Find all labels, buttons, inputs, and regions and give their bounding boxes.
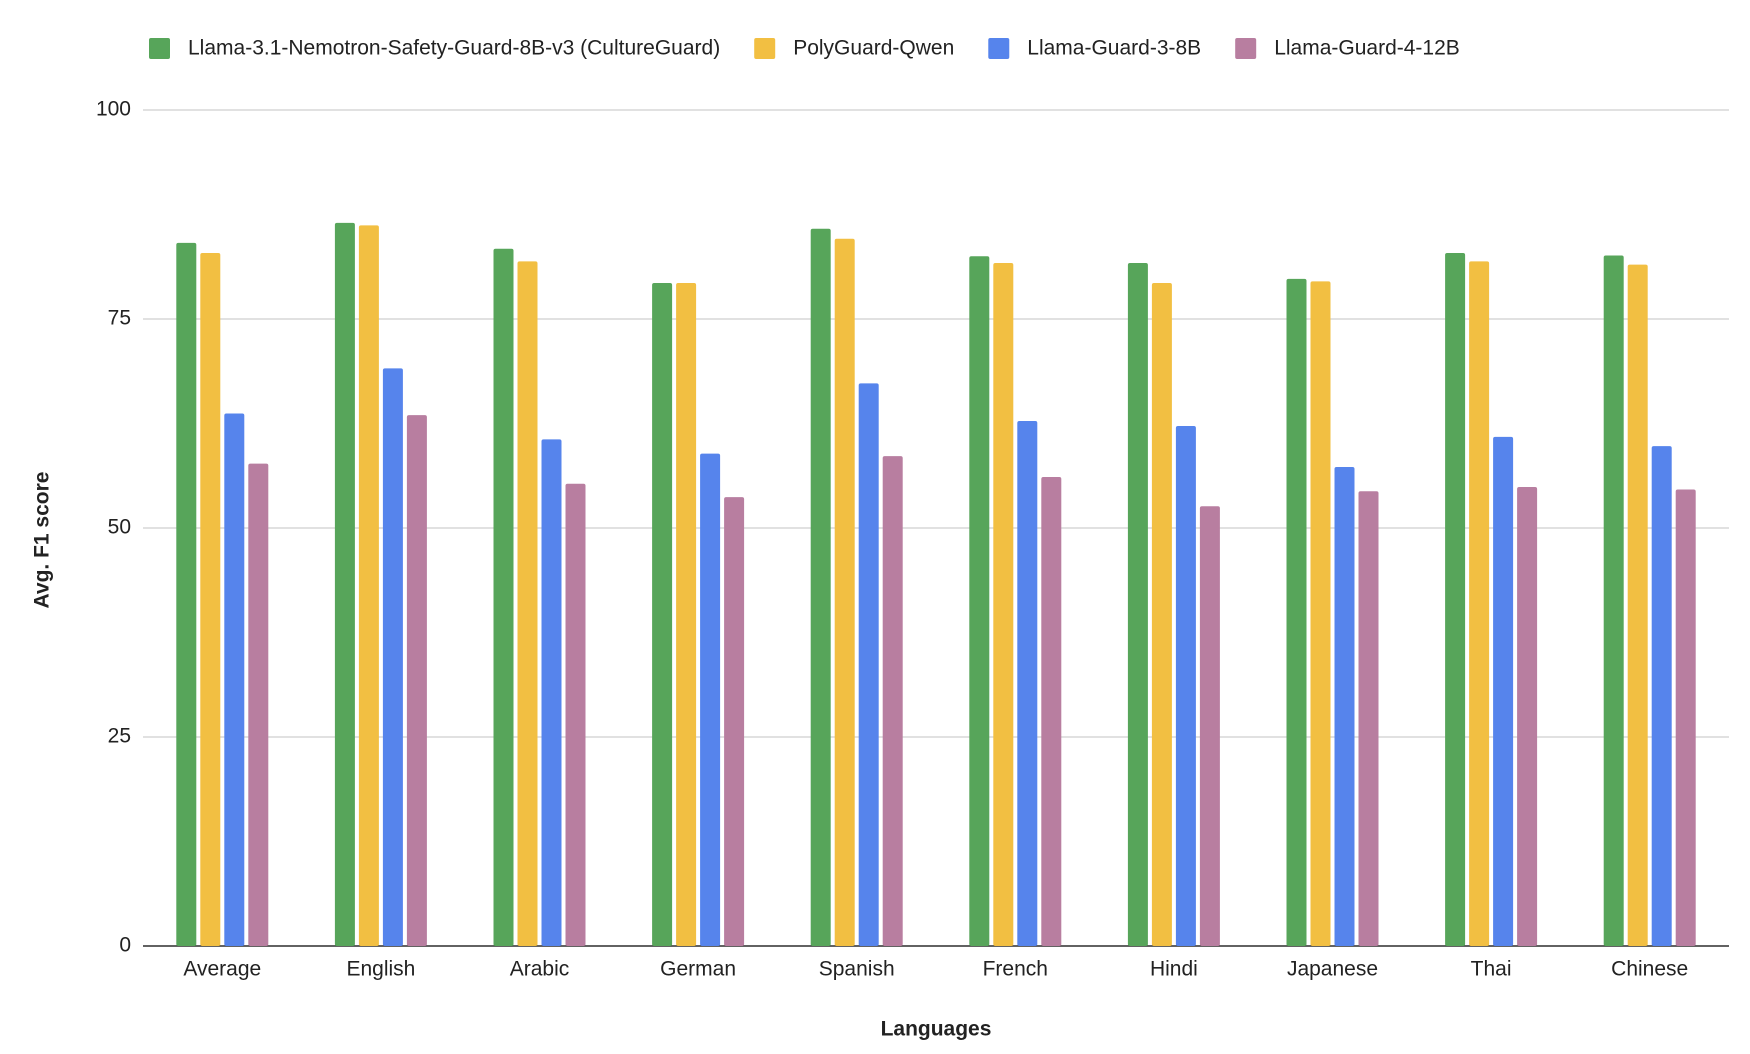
- bar: [1675, 489, 1696, 946]
- bar: [1445, 252, 1466, 946]
- bar: [969, 256, 990, 946]
- legend-swatch: [988, 38, 1010, 59]
- x-tick-label: Thai: [1471, 958, 1512, 981]
- x-tick-label: English: [346, 958, 415, 981]
- bar: [1627, 264, 1648, 946]
- bar: [1651, 446, 1672, 946]
- x-tick-label: Spanish: [819, 958, 895, 981]
- x-tick-label: Chinese: [1611, 958, 1688, 981]
- y-tick-label: 100: [96, 98, 131, 121]
- x-tick-label: Japanese: [1287, 958, 1378, 981]
- bar: [1517, 487, 1538, 946]
- bar: [1358, 491, 1379, 946]
- bar: [858, 383, 879, 946]
- bar: [676, 283, 697, 946]
- bar: [1469, 261, 1490, 946]
- bar: [176, 242, 197, 946]
- bar: [541, 439, 562, 946]
- bar: [724, 497, 745, 946]
- legend-label: Llama-3.1-Nemotron-Safety-Guard-8B-v3 (C…: [188, 37, 720, 60]
- y-tick-label: 50: [108, 516, 131, 539]
- bar: [200, 252, 221, 946]
- bar: [493, 248, 514, 946]
- x-tick-label: French: [983, 958, 1048, 981]
- bar: [1286, 278, 1307, 946]
- bar: [358, 225, 379, 947]
- legend-swatch: [754, 38, 776, 59]
- bar: [565, 483, 586, 946]
- bar: [810, 228, 831, 946]
- y-tick-label: 75: [108, 307, 131, 330]
- legend-label: Llama-Guard-3-8B: [1027, 37, 1201, 60]
- bar: [1310, 281, 1331, 946]
- bar: [1493, 436, 1514, 946]
- bar: [1151, 283, 1172, 946]
- y-axis-title: Avg. F1 score: [31, 472, 54, 609]
- x-tick-label: Average: [183, 958, 261, 981]
- legend-swatch: [1235, 38, 1257, 59]
- bar: [517, 261, 538, 946]
- bar: [382, 368, 403, 947]
- bar: [1041, 477, 1062, 946]
- bar: [334, 222, 355, 947]
- x-tick-label: Arabic: [510, 958, 570, 981]
- bar: [882, 456, 903, 946]
- bar: [834, 238, 855, 946]
- x-axis-title: Languages: [881, 1018, 992, 1041]
- bar: [224, 413, 245, 946]
- bar: [1334, 466, 1355, 946]
- legend-swatch: [149, 38, 170, 59]
- bar: [1017, 420, 1038, 946]
- bar: [1127, 262, 1148, 946]
- bar: [993, 262, 1014, 946]
- bar: [248, 463, 269, 946]
- legend-label: PolyGuard-Qwen: [793, 37, 954, 60]
- bar: [406, 415, 427, 946]
- y-tick-label: 0: [119, 934, 131, 957]
- bar: [1199, 506, 1220, 946]
- bar: [1175, 426, 1196, 946]
- x-tick-label: Hindi: [1150, 958, 1198, 981]
- bar: [652, 283, 673, 946]
- bar: [700, 453, 721, 946]
- bar: [1603, 255, 1624, 947]
- y-tick-label: 25: [108, 725, 131, 748]
- x-tick-label: German: [660, 958, 736, 981]
- legend-label: Llama-Guard-4-12B: [1274, 37, 1460, 60]
